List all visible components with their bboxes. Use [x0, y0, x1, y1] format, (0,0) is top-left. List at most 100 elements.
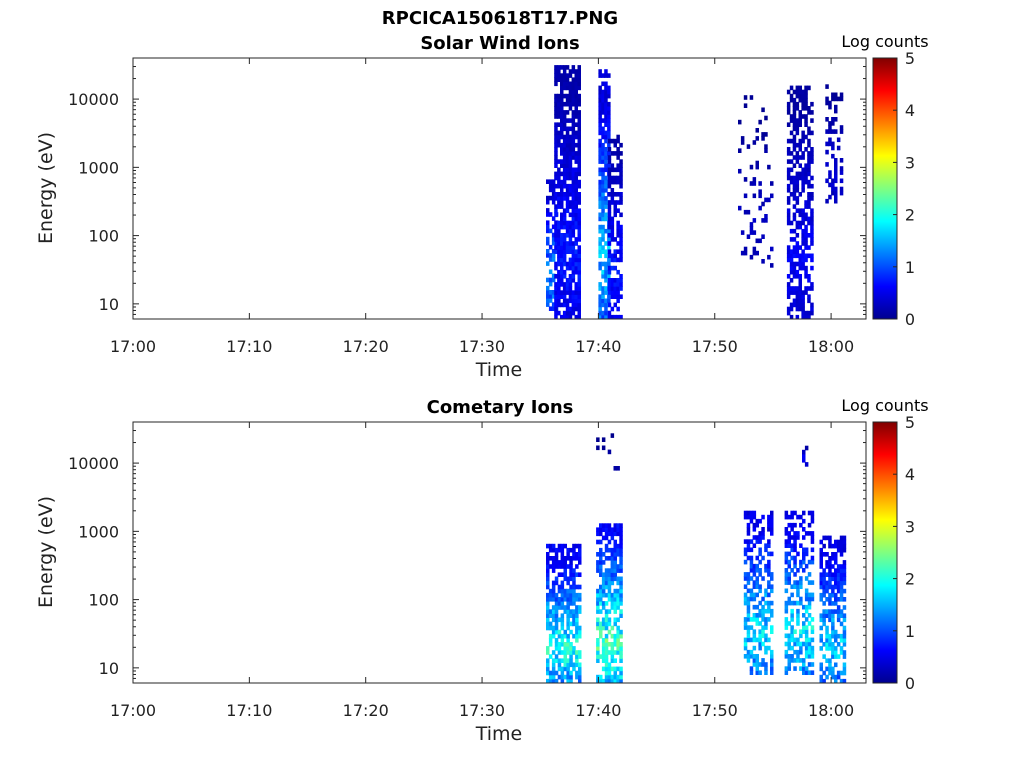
spectrogram-cell [619, 171, 623, 177]
spectrogram-cell [842, 642, 847, 647]
spectrogram-cell [810, 233, 814, 238]
spectrogram-cell [836, 564, 841, 569]
spectrogram-cell [834, 592, 838, 598]
spectrogram-cell [551, 666, 556, 672]
spectrogram-cell [784, 608, 789, 614]
spectrogram-cell [604, 204, 608, 209]
spectrogram-cell [554, 163, 558, 168]
spectrogram-cell [828, 182, 832, 188]
spectrogram-cell [613, 253, 617, 259]
spectrogram-cell [619, 179, 623, 185]
spectrogram-cell [792, 204, 797, 209]
spectrogram-cell [578, 629, 582, 635]
spectrogram-cell [839, 535, 844, 541]
spectrogram-cell [546, 199, 550, 205]
spectrogram-cell [574, 237, 578, 242]
spectrogram-cell [801, 253, 805, 259]
spectrogram-cell [569, 597, 573, 602]
spectrogram-cell [566, 564, 570, 569]
spectrogram-cell [792, 147, 797, 152]
spectrogram-cell [758, 568, 762, 573]
spectrogram-cell [569, 642, 573, 647]
spectrogram-cell [770, 572, 774, 577]
spectrogram-cell [746, 658, 751, 663]
spectrogram-cell [574, 171, 578, 177]
spectrogram-cell [619, 613, 623, 618]
spectrogram-cell [563, 674, 567, 680]
spectrogram-cell [568, 183, 573, 189]
spectrogram-cell [604, 662, 609, 668]
spectrogram-cell [604, 85, 608, 91]
spectrogram-cell [834, 190, 838, 196]
spectrogram-cell [560, 601, 565, 606]
spectrogram-cell [560, 638, 565, 643]
spectrogram-cell [796, 654, 800, 659]
spectrogram-cell [825, 129, 829, 134]
spectrogram-cell [599, 633, 603, 639]
spectrogram-cell [574, 282, 578, 287]
spectrogram-cell [568, 294, 573, 299]
spectrogram-cell [789, 278, 794, 283]
spectrogram-cell [613, 547, 617, 553]
spectrogram-cell [577, 155, 581, 160]
spectrogram-cell [596, 592, 600, 598]
spectrogram-cell [557, 183, 561, 189]
spectrogram-cell [834, 662, 838, 668]
spectrogram-cell [619, 678, 623, 684]
spectrogram-cell [810, 212, 814, 218]
spectrogram-cell [574, 73, 578, 78]
spectrogram-cell [548, 654, 553, 659]
spectrogram-cell [601, 592, 606, 598]
spectrogram-cell [792, 274, 797, 279]
spectrogram-cell [831, 576, 835, 582]
spectrogram-cell [604, 633, 609, 639]
spectrogram-cell [604, 110, 608, 115]
spectrogram-cell [825, 552, 829, 557]
spectrogram-cell [554, 306, 558, 312]
spectrogram-cell [546, 220, 550, 225]
spectrogram-cell [604, 241, 608, 246]
spectrogram-cell [571, 192, 576, 197]
spectrogram-cell [764, 115, 768, 121]
spectrogram-cell [557, 658, 562, 663]
spectrogram-cell [565, 278, 570, 283]
spectrogram-cell [607, 241, 612, 246]
spectrogram-cell [554, 290, 558, 295]
spectrogram-cell [784, 617, 789, 622]
spectrogram-cell [557, 228, 561, 234]
spectrogram-cell [770, 193, 774, 199]
spectrogram-cell [807, 138, 811, 144]
spectrogram-cell [562, 261, 567, 267]
spectrogram-cell [565, 204, 570, 209]
spectrogram-cell [574, 85, 578, 91]
spectrogram-cell [557, 290, 561, 295]
spectrogram-cell [571, 171, 576, 177]
spectrogram-cell [610, 535, 615, 541]
spectrogram-cell [789, 138, 794, 144]
spectrogram-cell [831, 153, 835, 159]
spectrogram-cell [807, 216, 811, 222]
spectrogram-cell [562, 241, 567, 246]
spectrogram-cell [761, 613, 765, 618]
spectrogram-cell [616, 523, 620, 528]
spectrogram-cell [601, 560, 606, 565]
spectrogram-plot: 17:00 17:10 17:20 17:30 17:40 17:50 18:0010100… [68, 413, 915, 720]
spectrogram-cell [598, 167, 602, 173]
spectrogram-cell [616, 650, 620, 655]
spectrogram-cell [599, 556, 603, 561]
spectrogram-cell [560, 642, 565, 647]
spectrogram-cell [839, 584, 844, 590]
spectrogram-cell [560, 666, 565, 672]
spectrogram-cell [557, 114, 561, 119]
colorbar-tick-label: 1 [905, 258, 915, 277]
spectrogram-cell [554, 81, 558, 87]
spectrogram-cell [810, 629, 815, 634]
spectrogram-cell [560, 237, 564, 242]
spectrogram-cell [610, 188, 615, 193]
spectrogram-cell [802, 568, 806, 573]
spectrogram-cell [764, 197, 768, 203]
spectrogram-cell [577, 151, 581, 156]
spectrogram-cell [560, 73, 564, 78]
spectrogram-cell [572, 601, 576, 606]
spectrogram-cell [810, 151, 814, 156]
